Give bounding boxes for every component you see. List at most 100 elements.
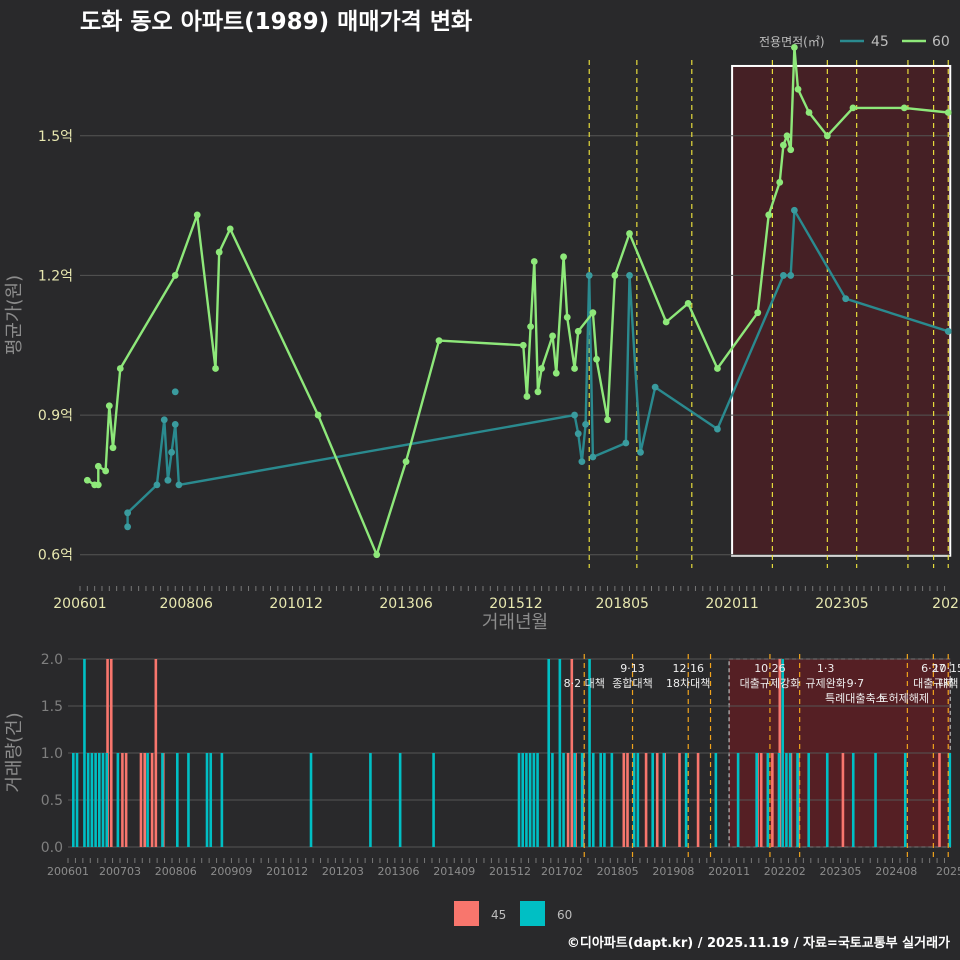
x-tick-label: 200601: [53, 596, 106, 612]
bar-60: [684, 753, 688, 847]
y-tick-label: 2.0: [41, 652, 63, 668]
legend-bottom-60-label: 60: [557, 908, 572, 922]
y-tick-label: 1.5억: [38, 129, 73, 145]
bar-60: [610, 753, 614, 847]
policy-label: 특례대출축소: [825, 692, 886, 705]
series-45-point: [787, 272, 795, 279]
bar-60: [398, 753, 402, 847]
x-tick-label: 202011: [708, 865, 750, 878]
series-60-point: [787, 146, 795, 154]
series-60-point: [226, 225, 234, 233]
legend-bottom: 45 60: [454, 901, 572, 926]
bar-60: [603, 753, 606, 847]
series-60-point: [530, 258, 538, 265]
bar-45: [841, 753, 845, 847]
x-tick-label: 201805: [597, 865, 639, 878]
x-tick-label: 200806: [155, 865, 197, 878]
bar-60: [521, 753, 525, 847]
bar-60: [903, 753, 907, 847]
x-tick-label: 201012: [269, 596, 322, 612]
bar-60: [781, 659, 784, 847]
series-60-point: [212, 365, 219, 372]
y-tick-label: 1.5: [41, 699, 63, 715]
policy-label: 18차대책: [666, 677, 710, 690]
volume-panel: 0.0 0.5 1.0 1.5 2.0 8·2 대책 9·13 종합대책 12·16 18차대책 1…: [4, 652, 960, 878]
bar-60: [632, 753, 636, 847]
bar-45: [644, 753, 648, 847]
bar-45: [150, 753, 154, 847]
bar-45: [121, 753, 124, 847]
bar-60: [101, 753, 105, 847]
series-45-point: [171, 420, 179, 428]
y-axis-label: 평균가(원): [4, 275, 25, 355]
y-tick-label: 0.5: [41, 793, 63, 809]
series-45-point: [164, 476, 172, 484]
policy-label: 9·7: [847, 677, 865, 690]
bar-60: [851, 753, 855, 847]
policy-label: 10·26: [754, 662, 786, 675]
series-45-point: [574, 430, 582, 438]
bar-60: [766, 753, 770, 847]
bar-60: [209, 753, 213, 847]
series-60-point: [900, 104, 908, 112]
series-60-point: [560, 253, 567, 261]
chart-title: 도화 동오 아파트(1989) 매매가격 변화: [80, 9, 472, 35]
footer-credit: ©디아파트(dapt.kr) / 2025.11.19 / 자료=국토교통부 실…: [567, 935, 950, 951]
bar-60: [755, 753, 758, 847]
policy-label: 9·13: [620, 662, 645, 675]
bar-60: [369, 753, 372, 847]
legend-bottom-45-label: 45: [491, 908, 506, 922]
bar-45: [759, 753, 763, 847]
bar-45: [124, 753, 128, 847]
bar-60: [83, 659, 86, 847]
x-tick-label: 201805: [595, 596, 648, 612]
series-45-point: [160, 416, 168, 424]
y-tick-label: 0.9억: [38, 408, 73, 424]
series-45-point: [171, 388, 179, 396]
bar-45: [566, 753, 570, 847]
series-60-point: [373, 551, 381, 559]
bar-60: [536, 753, 539, 847]
bar-60: [874, 753, 877, 847]
bar-60: [599, 753, 603, 847]
series-60-point: [94, 481, 102, 489]
x-tick-label: 201306: [379, 596, 433, 612]
bar-45: [570, 659, 574, 847]
series-45-point: [842, 295, 850, 303]
series-60-point: [823, 132, 831, 140]
policy-label: 12·16: [672, 662, 704, 675]
bar-60: [105, 753, 109, 847]
series-60-point: [593, 355, 600, 363]
series-60-point: [102, 467, 110, 475]
policy-label: 8·2 대책: [564, 677, 605, 690]
bar-60: [714, 753, 718, 847]
bar-60: [788, 753, 792, 847]
x-tick-label: 201512: [489, 596, 542, 612]
x-tick-label: 201409: [433, 865, 475, 878]
series-60-point: [765, 211, 773, 219]
bar-60: [116, 753, 120, 847]
series-60-point: [611, 272, 619, 279]
series-45-point: [626, 272, 633, 279]
series-60-point: [538, 365, 545, 372]
series-60-point: [314, 411, 322, 419]
x-tick-label: 201702: [541, 865, 583, 878]
legend-top: 전용면적(㎡) 45 60: [759, 34, 950, 50]
x-tick-label: 202011: [705, 596, 758, 612]
series-45-point: [124, 509, 132, 517]
bar-60: [309, 753, 313, 847]
bar-60: [777, 753, 781, 847]
bar-60: [176, 753, 179, 847]
policy-label: 6·27: [921, 662, 946, 675]
bar-60: [547, 659, 551, 847]
bar-45: [678, 753, 681, 847]
x-tick-label: 200703: [99, 865, 141, 878]
bar-45: [771, 753, 774, 847]
series-45-point: [637, 448, 644, 456]
series-60-point: [523, 393, 531, 400]
series-60-point: [552, 369, 560, 377]
x-tick-label: 202305: [820, 865, 862, 878]
series-60-point: [116, 365, 124, 372]
x-tick-label: 201012: [266, 865, 308, 878]
